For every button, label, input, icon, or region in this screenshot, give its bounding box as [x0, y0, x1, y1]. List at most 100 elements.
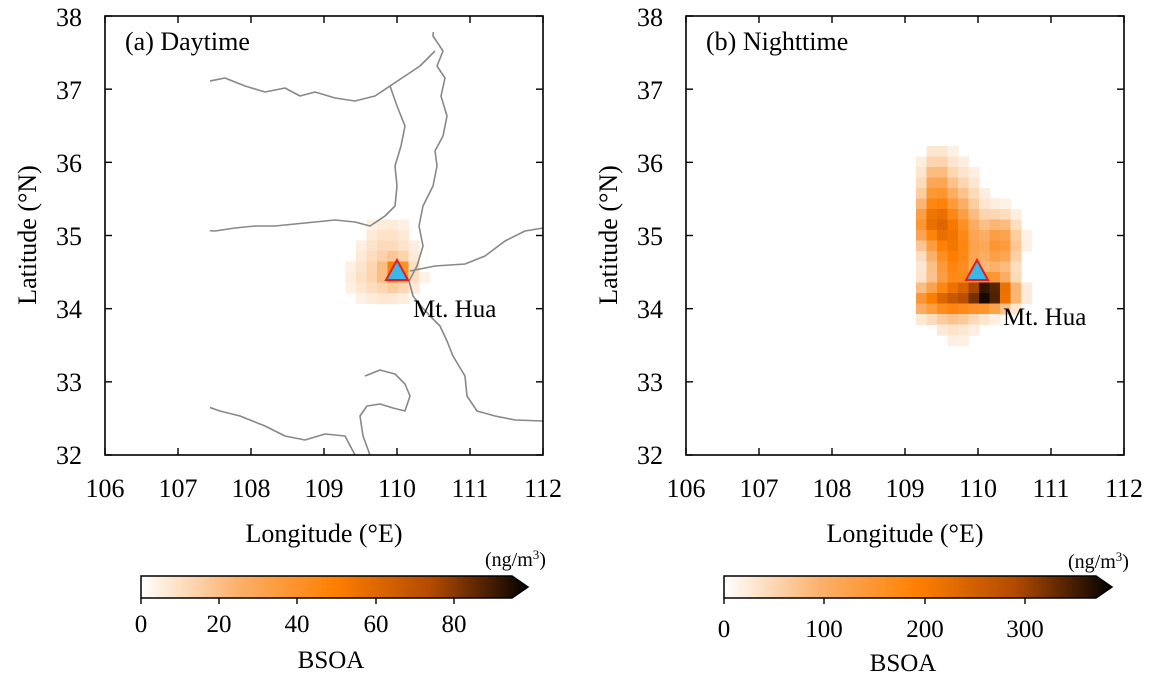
y-tick-label: 36 — [56, 149, 82, 178]
bsoa-grid-cell — [958, 240, 970, 252]
bsoa-grid-cell — [916, 219, 928, 231]
bsoa-grid-cell — [989, 314, 1001, 326]
bsoa-grid-cell — [937, 282, 949, 294]
bsoa-grid-cell — [356, 272, 368, 284]
bsoa-grid-cell — [937, 314, 949, 326]
bsoa-grid-cell — [968, 188, 980, 200]
bsoa-grid-cell — [937, 230, 949, 242]
bsoa-grid-cell — [916, 251, 928, 263]
bsoa-grid-cell — [958, 314, 970, 326]
y-tick-label: 38 — [56, 3, 82, 32]
bsoa-grid-cell — [989, 219, 1001, 231]
bsoa-grid-cell — [356, 251, 368, 263]
bsoa-grid-cell — [1000, 272, 1012, 284]
bsoa-grid-cell — [398, 293, 410, 305]
bsoa-grid-cell — [937, 293, 949, 305]
bsoa-grid-cell — [1010, 303, 1022, 315]
bsoa-grid-cell — [989, 209, 1001, 221]
bsoa-grid-cell — [408, 261, 420, 273]
bsoa-grid-cell — [387, 230, 399, 242]
x-tick-label: 109 — [305, 474, 344, 503]
bsoa-grid-cell — [926, 251, 938, 263]
bsoa-field-nighttime — [916, 146, 1033, 347]
y-tick-labels: 32 33 34 35 36 37 38 — [56, 3, 82, 470]
site-label: Mt. Hua — [1003, 304, 1086, 331]
x-tick-label: 107 — [159, 474, 198, 503]
bsoa-grid-cell — [1000, 282, 1012, 294]
y-tick-label: 37 — [637, 76, 663, 105]
bsoa-grid-cell — [958, 219, 970, 231]
bsoa-grid-cell — [366, 272, 378, 284]
x-tick-label: 110 — [959, 474, 997, 503]
bsoa-grid-cell — [1010, 230, 1022, 242]
bsoa-grid-cell — [387, 219, 399, 231]
bsoa-grid-cell — [968, 251, 980, 263]
bsoa-grid-cell — [947, 251, 959, 263]
bsoa-grid-cell — [916, 156, 928, 168]
bsoa-grid-cell — [926, 230, 938, 242]
panel-a: 106 107 108 109 110 111 112 32 33 34 35 … — [13, 3, 562, 674]
bsoa-grid-cell — [398, 251, 410, 263]
y-tick-labels: 32 33 34 35 36 37 38 — [637, 3, 663, 470]
bsoa-grid-cell — [356, 282, 368, 294]
bsoa-grid-cell — [979, 293, 991, 305]
x-tick-label: 109 — [886, 474, 925, 503]
bsoa-grid-cell — [366, 251, 378, 263]
bsoa-grid-cell — [968, 303, 980, 315]
colorbar-tick-label: 0 — [135, 611, 148, 638]
bsoa-grid-cell — [947, 209, 959, 221]
bsoa-grid-cell — [1010, 240, 1022, 252]
province-borders — [210, 32, 544, 456]
bsoa-grid-cell — [926, 219, 938, 231]
bsoa-grid-cell — [419, 272, 431, 284]
y-axis-title: Latitude (°N) — [594, 165, 623, 305]
bsoa-grid-cell — [968, 293, 980, 305]
colorbar-title: BSOA — [870, 650, 937, 677]
x-tick-label: 106 — [667, 474, 706, 503]
bsoa-grid-cell — [1021, 293, 1033, 305]
bsoa-grid-cell — [958, 230, 970, 242]
bsoa-grid-cell — [958, 188, 970, 200]
bsoa-grid-cell — [1010, 293, 1022, 305]
bsoa-grid-cell — [356, 261, 368, 273]
x-axis-title: Longitude (°E) — [827, 519, 984, 548]
axis-ticks — [104, 15, 544, 456]
bsoa-grid-cell — [968, 198, 980, 210]
bsoa-grid-cell — [408, 251, 420, 263]
bsoa-grid-cell — [989, 240, 1001, 252]
bsoa-grid-cell — [398, 240, 410, 252]
bsoa-grid-cell — [916, 198, 928, 210]
bsoa-grid-cell — [979, 303, 991, 315]
bsoa-grid-cell — [947, 335, 959, 347]
bsoa-grid-cell — [1000, 198, 1012, 210]
x-tick-label: 108 — [813, 474, 852, 503]
bsoa-grid-cell — [1010, 261, 1022, 273]
bsoa-grid-cell — [377, 282, 389, 294]
bsoa-grid-cell — [916, 272, 928, 284]
bsoa-grid-cell — [366, 261, 378, 273]
bsoa-grid-cell — [989, 251, 1001, 263]
colorbar-daytime: (ng/m3) 0 20 40 60 80 BSOA — [135, 547, 546, 675]
bsoa-grid-cell — [979, 261, 991, 273]
bsoa-grid-cell — [377, 272, 389, 284]
colorbar-tick-label: 80 — [442, 611, 467, 638]
colorbar-ticks — [723, 598, 1026, 604]
bsoa-grid-cell — [926, 240, 938, 252]
bsoa-grid-cell — [377, 251, 389, 263]
bsoa-grid-cell — [937, 261, 949, 273]
bsoa-grid-cell — [408, 272, 420, 284]
y-tick-label: 32 — [56, 441, 82, 470]
site-label: Mt. Hua — [413, 296, 496, 323]
y-tick-label: 33 — [56, 368, 82, 397]
y-tick-label: 35 — [56, 222, 82, 251]
bsoa-grid-cell — [937, 272, 949, 284]
bsoa-grid-cell — [937, 240, 949, 252]
panel-label: (b) Nighttime — [706, 27, 848, 56]
y-tick-label: 36 — [637, 149, 663, 178]
bsoa-grid-cell — [926, 209, 938, 221]
bsoa-grid-cell — [1000, 293, 1012, 305]
bsoa-grid-cell — [968, 219, 980, 231]
bsoa-grid-cell — [947, 167, 959, 179]
x-tick-label: 106 — [86, 474, 125, 503]
x-tick-label: 111 — [451, 474, 488, 503]
